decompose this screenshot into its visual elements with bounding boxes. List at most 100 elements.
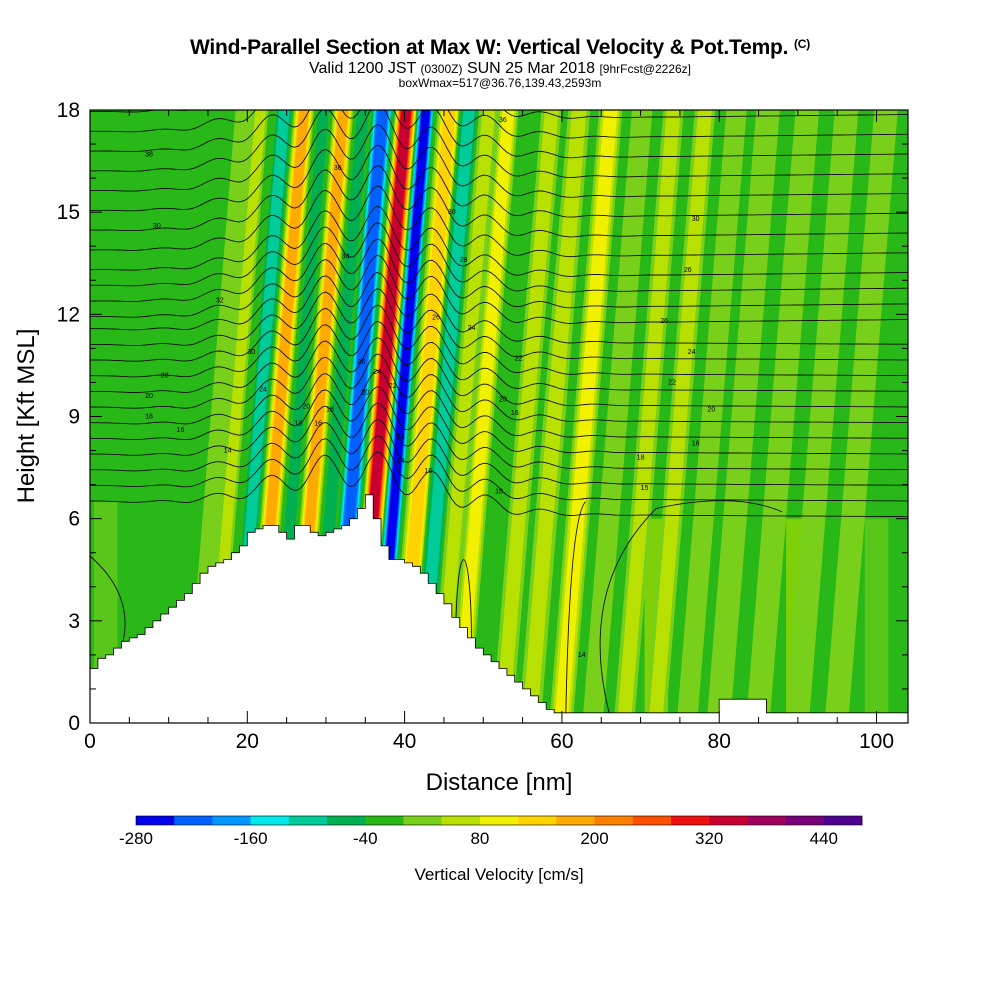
- contour-label: 28: [460, 257, 468, 264]
- y-axis-label: Height [Kft MSL]: [13, 329, 40, 504]
- w-band: [785, 110, 859, 723]
- x-tick-label: 80: [708, 730, 731, 753]
- theta-contour: [90, 124, 908, 198]
- colorbar-swatch: [327, 816, 366, 825]
- contour-label: 32: [216, 298, 224, 305]
- theta-contour: [90, 304, 908, 377]
- y-tick-label: 15: [57, 201, 80, 224]
- contour-label: 24: [688, 349, 696, 356]
- w-band: [518, 110, 591, 723]
- chart-subtitle: Valid 1200 JST (0300Z) SUN 25 Mar 2018 […: [308, 60, 692, 77]
- w-band-level: [582, 110, 653, 723]
- w-band: [645, 110, 716, 723]
- theta-contour: [90, 23, 908, 99]
- w-band: [469, 110, 537, 723]
- theta-contour: [90, 320, 908, 392]
- contour-label: 18: [326, 407, 334, 414]
- x-axis-label: Distance [nm]: [426, 769, 573, 796]
- contour-label: 20: [302, 403, 310, 410]
- w-band: [491, 110, 562, 723]
- theta-contour: [90, 288, 908, 361]
- theta-contour: [90, 110, 908, 179]
- w-band-level: [746, 110, 820, 723]
- contour-label: 14: [578, 652, 586, 659]
- w-band: [706, 110, 780, 723]
- w-band-level: [785, 110, 859, 723]
- ambient-patch: [864, 518, 889, 723]
- colorbar-tick-label: 80: [470, 829, 489, 848]
- contour-label: 16: [314, 420, 322, 427]
- theta-contour: [90, 402, 908, 471]
- colorbar: -280 -160 -40 80 200 320 440: [119, 815, 863, 848]
- theta-contour: [90, 353, 908, 424]
- theta-contour: [90, 110, 908, 119]
- theta-contour: [90, 110, 908, 159]
- contour-label: 28: [161, 373, 169, 380]
- w-band-level: [186, 110, 255, 723]
- box-info-line: boxWmax=517@36.76,139.43,2593m: [398, 76, 602, 90]
- theta-contour: [90, 165, 908, 238]
- contour-label: 20: [707, 407, 715, 414]
- contour-label: 24: [373, 369, 381, 376]
- theta-contour: [90, 2, 908, 79]
- chart-title: Wind-Parallel Section at Max W: Vertical…: [189, 36, 811, 59]
- contour-label: 24: [468, 325, 476, 332]
- colorbar-swatch: [136, 816, 175, 825]
- colorbar-swatch: [212, 816, 251, 825]
- colorbar-swatch: [174, 816, 213, 825]
- theta-contour: [90, 205, 908, 277]
- theta-contour: [90, 222, 908, 293]
- colorbar-swatch: [594, 816, 634, 825]
- contour-label: 22: [389, 383, 397, 390]
- theta-contour: [90, 185, 908, 258]
- contour-label: 20: [499, 396, 507, 403]
- theta-contour: [90, 418, 908, 486]
- w-band-level: [554, 110, 618, 723]
- w-band: [409, 110, 480, 723]
- contour-label: 26: [684, 267, 692, 274]
- w-band-level: [676, 110, 747, 723]
- w-band: [429, 110, 499, 723]
- x-tick-label: 20: [236, 730, 259, 753]
- w-band: [676, 110, 747, 723]
- x-tick-label: 0: [84, 730, 96, 753]
- colorbar-swatch: [479, 816, 519, 825]
- theta-contour: [90, 337, 908, 408]
- theta-contour: [90, 386, 908, 455]
- colorbar-tick-label: 200: [580, 829, 608, 848]
- contour-label: 16: [177, 427, 185, 434]
- colorbar-tick-label: -280: [119, 829, 153, 848]
- contour-label: 16: [511, 410, 519, 417]
- theta-contour: [599, 500, 783, 713]
- contour-label: 26: [432, 315, 440, 322]
- x-tick-label: 100: [859, 730, 894, 753]
- w-band: [549, 110, 623, 723]
- contour-label: 36: [499, 117, 507, 124]
- w-band: [746, 110, 820, 723]
- colorbar-swatch: [403, 816, 442, 825]
- colorbar-swatch: [709, 816, 748, 825]
- w-band-level: [413, 110, 475, 723]
- contour-label: 30: [153, 223, 161, 230]
- contour-label: 38: [145, 151, 153, 158]
- colorbar-swatch: [785, 816, 825, 825]
- contour-labels: 38 30 28 20 18 16 14 32 30 24 20 18 16 18 36 34 26 24 20 22…: [145, 117, 715, 659]
- y-tick-label: 12: [57, 303, 80, 326]
- colorbar-tick-label: -160: [234, 829, 268, 848]
- contour-label: 18: [495, 488, 503, 495]
- colorbar-swatch: [747, 816, 786, 825]
- colorbar-swatch: [556, 816, 595, 825]
- contour-label: 16: [692, 441, 700, 448]
- colorbar-label: Vertical Velocity [cm/s]: [414, 865, 583, 884]
- contour-label: 15: [641, 485, 649, 492]
- theta-contour: [90, 110, 908, 139]
- contour-label: 30: [448, 209, 456, 216]
- w-band-level: [522, 110, 587, 723]
- contour-label: 18: [145, 414, 153, 421]
- colorbar-swatch: [632, 816, 672, 825]
- w-band: [613, 110, 684, 723]
- colorbar-swatch: [288, 816, 328, 825]
- x-tick-label: 60: [550, 730, 573, 753]
